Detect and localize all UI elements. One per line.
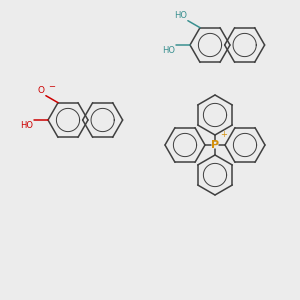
- Text: O: O: [38, 86, 45, 95]
- Text: HO: HO: [20, 121, 33, 130]
- Text: −: −: [48, 82, 55, 91]
- Text: +: +: [220, 130, 227, 139]
- Text: P: P: [211, 140, 219, 150]
- Text: HO: HO: [162, 46, 175, 55]
- Text: HO: HO: [174, 11, 187, 20]
